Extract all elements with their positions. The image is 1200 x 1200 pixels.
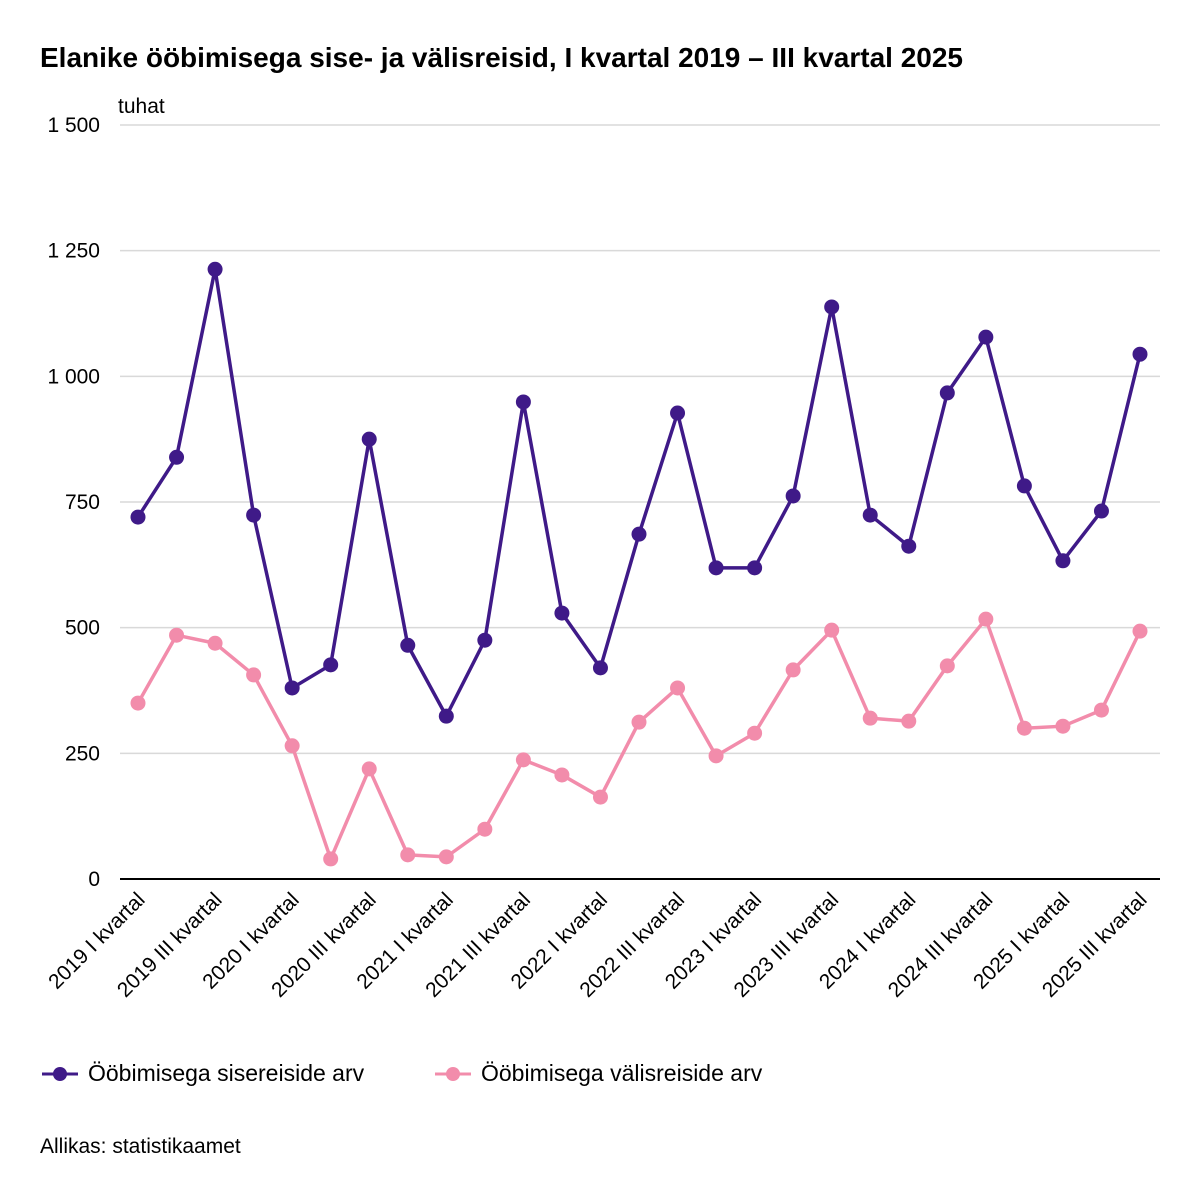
data-point <box>670 405 686 421</box>
data-point <box>862 710 878 726</box>
data-point <box>1093 702 1109 718</box>
data-point <box>207 635 223 651</box>
data-point <box>939 385 955 401</box>
data-point <box>901 713 917 729</box>
y-tick-label: 1 250 <box>47 240 100 263</box>
data-point <box>246 667 262 683</box>
data-point <box>1132 346 1148 362</box>
data-point <box>169 449 185 465</box>
chart-title: Elanike ööbimisega sise- ja välisreisid,… <box>40 42 963 73</box>
data-point <box>862 507 878 523</box>
data-point <box>978 329 994 345</box>
data-point <box>1055 553 1071 569</box>
data-point <box>554 767 570 783</box>
data-point <box>169 627 185 643</box>
legend-label-domestic: Ööbimisega sisereiside arv <box>88 1060 365 1086</box>
y-tick-label: 750 <box>65 491 100 514</box>
data-point <box>284 680 300 696</box>
data-point <box>670 680 686 696</box>
data-point <box>1016 720 1032 736</box>
data-point <box>284 738 300 754</box>
data-point <box>323 657 339 673</box>
legend-item-domestic[interactable]: Ööbimisega sisereiside arv <box>40 1060 364 1087</box>
data-point <box>130 509 146 525</box>
legend-item-foreign[interactable]: Ööbimisega välisreiside arv <box>433 1060 762 1087</box>
y-tick-label: 1 500 <box>47 114 100 137</box>
data-point <box>901 538 917 554</box>
data-point <box>978 611 994 627</box>
data-point <box>785 488 801 504</box>
data-point <box>785 662 801 678</box>
legend-label-foreign: Ööbimisega välisreiside arv <box>481 1060 763 1086</box>
data-point <box>939 658 955 674</box>
data-point <box>130 695 146 711</box>
data-point <box>400 847 416 863</box>
legend-marker-domestic <box>42 1066 78 1081</box>
data-point <box>824 299 840 315</box>
series-line <box>136 617 1142 861</box>
data-point <box>438 708 454 724</box>
data-point <box>1132 623 1148 639</box>
data-point <box>400 637 416 653</box>
data-point <box>708 560 724 576</box>
data-point <box>438 849 454 865</box>
y-tick-label: 1 000 <box>47 365 100 388</box>
data-point <box>824 622 840 638</box>
data-point <box>515 394 531 410</box>
y-tick-label: 500 <box>65 617 100 640</box>
data-point <box>515 752 531 768</box>
data-point <box>207 261 223 277</box>
data-point <box>361 431 377 447</box>
data-point <box>592 789 608 805</box>
data-point <box>554 605 570 621</box>
y-axis-unit-label: tuhat <box>118 95 165 118</box>
data-point <box>631 714 647 730</box>
data-point <box>246 507 262 523</box>
data-point <box>361 761 377 777</box>
data-point <box>1016 478 1032 494</box>
data-point <box>1093 503 1109 519</box>
source-note: Allikas: statistikaamet <box>40 1135 241 1158</box>
data-point <box>323 851 339 867</box>
y-tick-label: 250 <box>65 742 100 765</box>
data-point <box>708 748 724 764</box>
legend-marker-foreign <box>435 1066 471 1081</box>
data-point <box>477 821 493 837</box>
data-point <box>592 660 608 676</box>
data-point <box>747 560 763 576</box>
y-tick-label: 0 <box>88 868 100 891</box>
data-point <box>747 725 763 741</box>
data-point <box>1055 718 1071 734</box>
data-point <box>477 632 493 648</box>
data-point <box>631 526 647 542</box>
